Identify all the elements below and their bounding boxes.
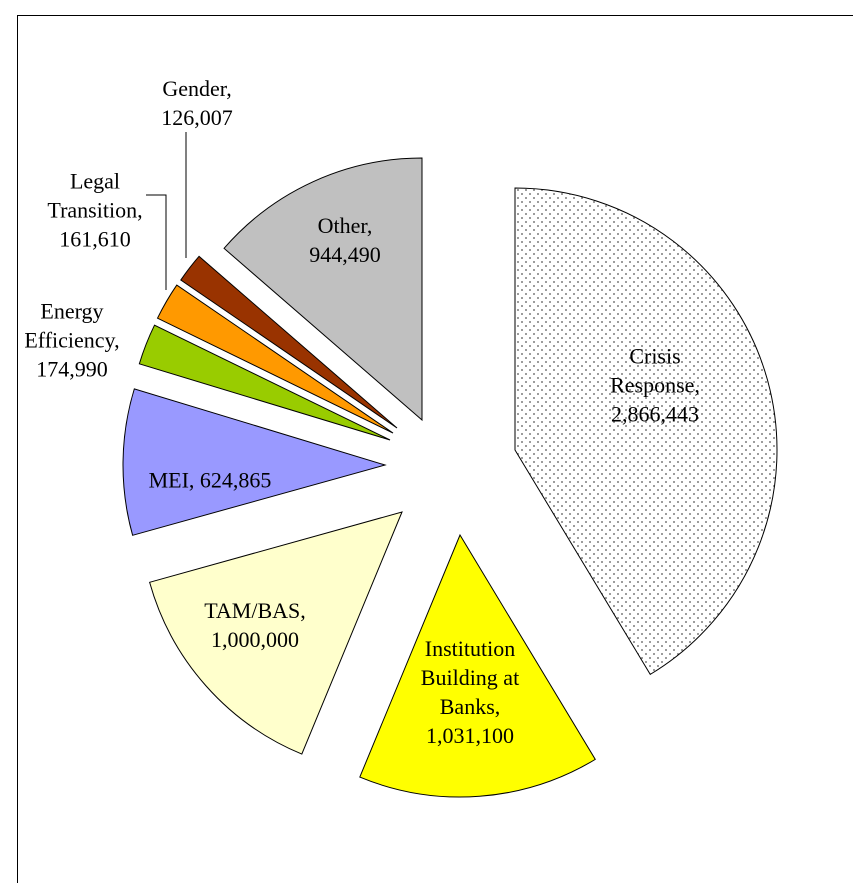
value-label: 944,490 (309, 242, 381, 267)
pie-slice (180, 255, 398, 429)
category-label: TAM/BAS (204, 598, 301, 623)
value-label: 1,000,000 (211, 627, 299, 652)
label-separator: , (188, 467, 195, 493)
leader-line (146, 194, 167, 290)
data-label: TAM/BAS, 1,000,000 (190, 596, 320, 654)
data-label: MEI, 624,865 (100, 466, 320, 495)
value-label: 174,990 (36, 356, 108, 382)
value-label: 126,007 (161, 105, 233, 130)
category-label: Other (317, 213, 367, 238)
data-label: Other, 944,490 (290, 211, 400, 269)
value-label: 1,031,100 (426, 723, 514, 748)
pie-slice (122, 388, 387, 536)
label-separator: , (366, 213, 373, 238)
label-separator: , (114, 327, 120, 353)
category-label: Energy Efficiency (24, 298, 115, 353)
category-label: MEI (148, 467, 189, 493)
data-label: Crisis Response, 2,866,443 (598, 342, 713, 429)
label-separator: , (494, 694, 501, 719)
pie-slice (359, 533, 596, 798)
data-label: Institution Building at Banks, 1,031,100 (403, 634, 538, 750)
slices (122, 157, 778, 798)
value-label: 2,866,443 (611, 401, 699, 427)
label-separator: , (300, 598, 306, 623)
label-separator: , (137, 197, 143, 223)
pie-slice (138, 324, 391, 441)
category-label: Crisis Response (610, 343, 695, 398)
pie-slice (514, 187, 778, 676)
label-separator: , (226, 76, 232, 101)
category-label: Gender (162, 76, 227, 101)
category-label: Institution Building at Banks (420, 636, 520, 719)
label-separator: , (694, 372, 700, 398)
data-label: Energy Efficiency, 174,990 (15, 297, 130, 384)
value-label: 624,865 (199, 467, 272, 493)
pie-slice (223, 157, 423, 422)
frame (17, 15, 853, 883)
data-label: Gender, 126,007 (147, 74, 247, 132)
value-label: 161,610 (59, 226, 131, 252)
pie-slice (156, 284, 394, 434)
pie-slice (148, 511, 403, 755)
category-label: Legal Transition (47, 168, 138, 223)
data-label: Legal Transition, 161,610 (28, 167, 163, 254)
